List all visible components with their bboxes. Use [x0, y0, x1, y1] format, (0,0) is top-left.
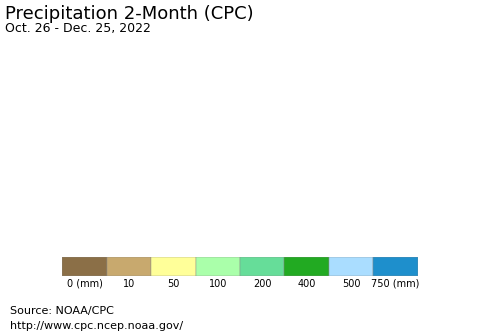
Text: 10: 10: [123, 279, 135, 289]
Text: 750 (mm): 750 (mm): [371, 279, 420, 289]
Text: 200: 200: [253, 279, 272, 289]
FancyBboxPatch shape: [196, 257, 240, 276]
Text: 400: 400: [298, 279, 316, 289]
FancyBboxPatch shape: [240, 257, 284, 276]
Text: 0 (mm): 0 (mm): [67, 279, 103, 289]
Text: 100: 100: [209, 279, 227, 289]
Text: Source: NOAA/CPC: Source: NOAA/CPC: [10, 306, 113, 316]
FancyBboxPatch shape: [284, 257, 329, 276]
FancyBboxPatch shape: [329, 257, 373, 276]
Text: http://www.cpc.ncep.noaa.gov/: http://www.cpc.ncep.noaa.gov/: [10, 321, 183, 331]
Text: 500: 500: [342, 279, 360, 289]
Text: Oct. 26 - Dec. 25, 2022: Oct. 26 - Dec. 25, 2022: [5, 22, 151, 35]
Text: Precipitation 2-Month (CPC): Precipitation 2-Month (CPC): [5, 5, 253, 23]
FancyBboxPatch shape: [107, 257, 151, 276]
FancyBboxPatch shape: [373, 257, 418, 276]
FancyBboxPatch shape: [62, 257, 107, 276]
Bar: [0, 0, 480, 20]
Text: 50: 50: [167, 279, 180, 289]
FancyBboxPatch shape: [151, 257, 196, 276]
